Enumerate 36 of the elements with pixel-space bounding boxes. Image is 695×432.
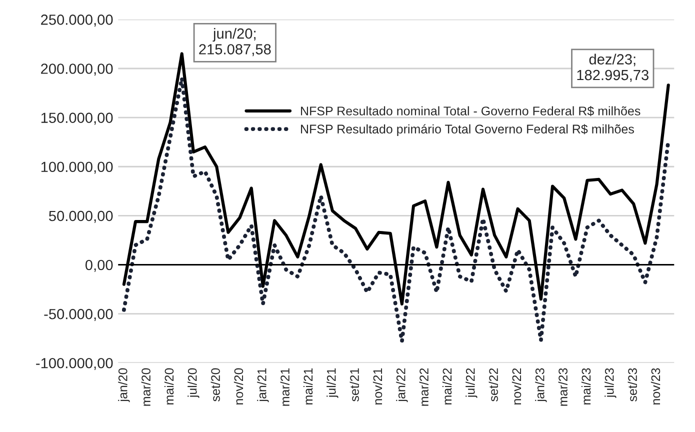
x-tick-label: mar/23 (558, 368, 568, 406)
x-tick-label: mar/21 (280, 368, 290, 406)
x-tick-label: jul/22 (466, 368, 478, 398)
y-tick-label: 200.000,00 (41, 64, 113, 76)
y-tick-label: 100.000,00 (41, 162, 113, 174)
legend-label: NFSP Resultado primário Total Governo Federal R$ milhões (301, 124, 634, 136)
y-tick-label: -100.000,00 (36, 358, 113, 370)
legend-label: NFSP Resultado nominal Total - Governo Federal R$ milhões (301, 106, 640, 116)
x-tick-label: mar/22 (419, 368, 428, 406)
x-tick-label: jul/20 (188, 368, 200, 398)
y-tick-label: 250.000,00 (41, 14, 113, 27)
x-tick-label: set/21 (350, 368, 359, 402)
annotation: dez/23; 182.995,73 (577, 54, 648, 82)
x-tick-label: nov/20 (234, 368, 244, 404)
x-tick-label: jan/23 (535, 368, 547, 402)
y-tick-label: 150.000,00 (41, 112, 113, 125)
x-tick-label: jul/21 (326, 368, 338, 398)
y-tick-label: 0,00 (85, 260, 113, 272)
y-tick-label: 50.000,00 (49, 210, 113, 223)
x-tick-label: nov/22 (512, 368, 522, 404)
y-tick-label: -50.000,00 (44, 308, 113, 321)
x-tick-label: set/22 (488, 368, 498, 402)
x-tick-label: jan/21 (257, 368, 269, 402)
x-tick-label: mar/20 (141, 368, 150, 406)
x-tick-label: jul/23 (604, 368, 616, 398)
x-tick-label: set/23 (628, 368, 637, 402)
x-tick-label: nov/21 (372, 368, 382, 404)
x-tick-label: nov/23 (650, 368, 660, 404)
x-tick-label: jan/20 (118, 368, 130, 402)
x-tick-label: mai/21 (303, 368, 313, 404)
x-tick-label: set/20 (210, 368, 220, 402)
x-tick-label: mai/23 (581, 368, 591, 404)
annotation: jun/20; 215.087,58 (199, 28, 271, 56)
x-tick-label: mai/20 (164, 368, 174, 404)
x-tick-label: mai/22 (442, 368, 452, 404)
x-tick-label: jan/22 (396, 368, 408, 402)
